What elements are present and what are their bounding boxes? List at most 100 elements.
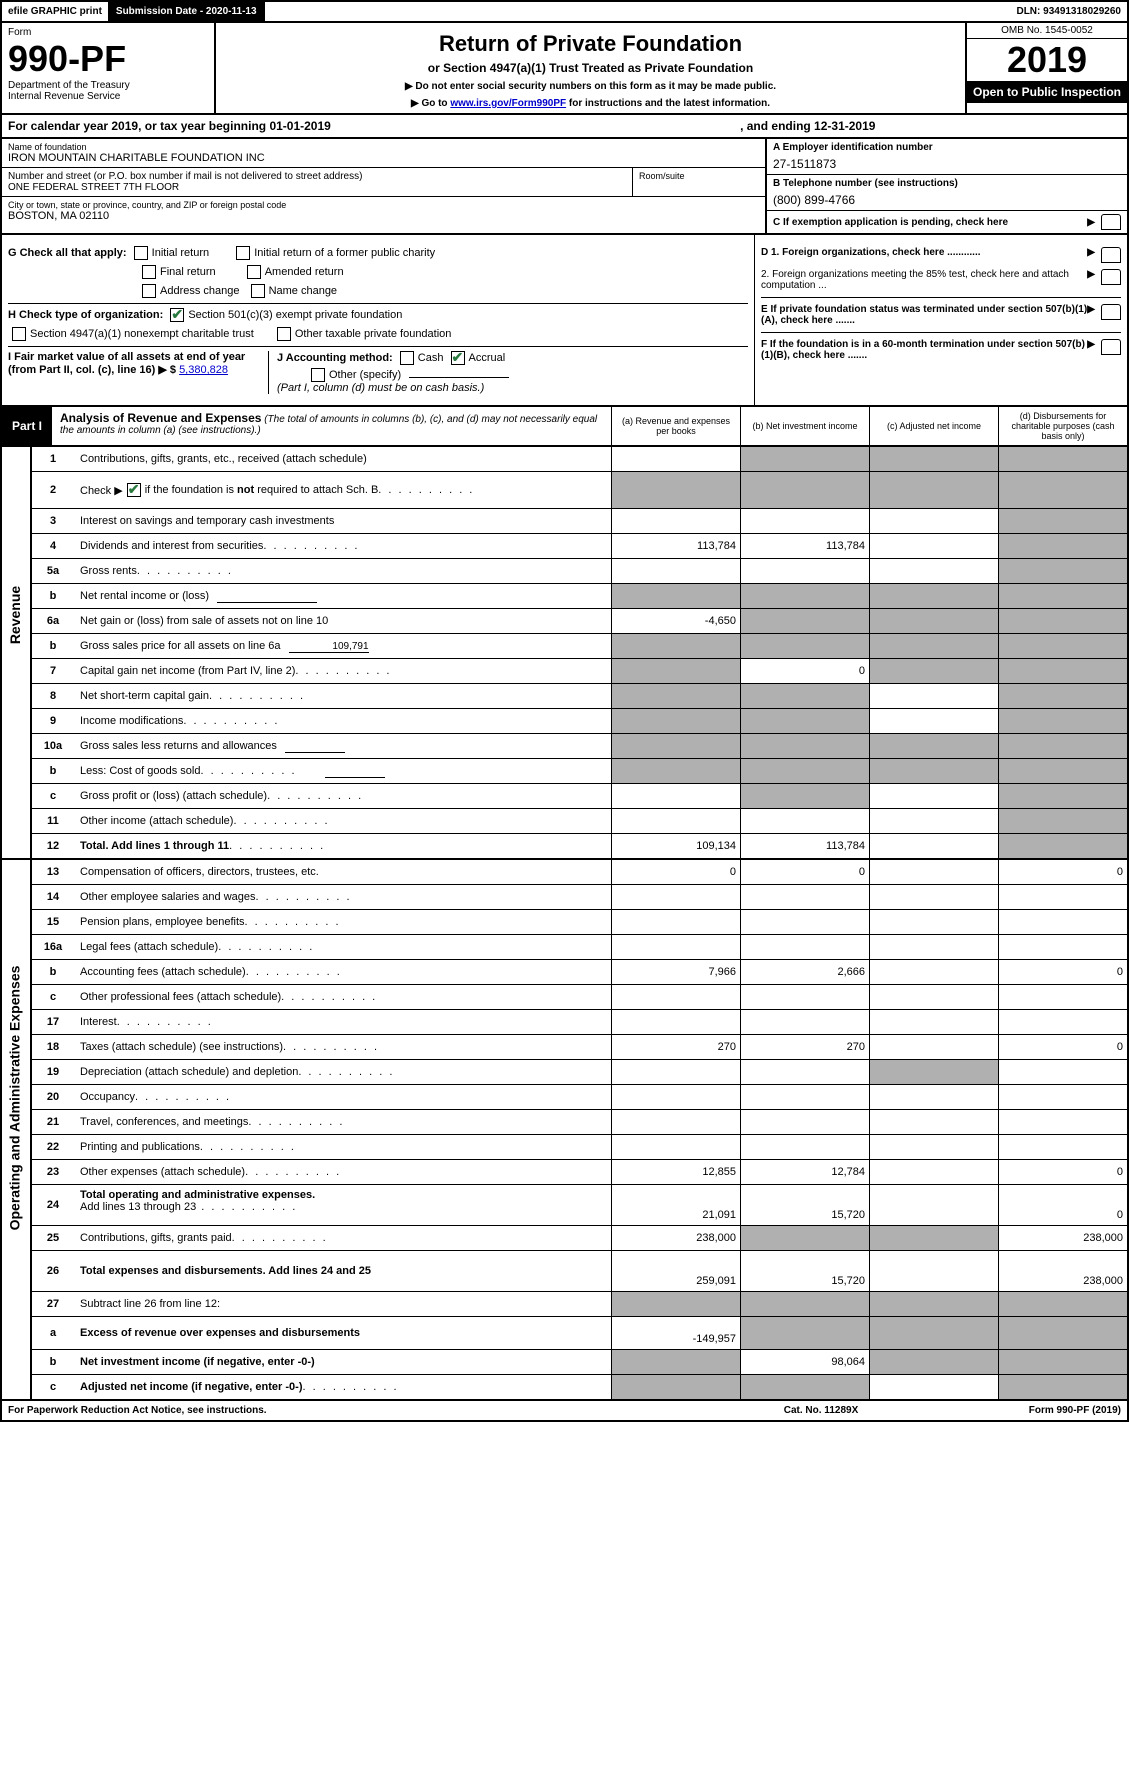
chk-4947[interactable]: [12, 327, 26, 341]
header-left: Form 990-PF Department of the Treasury I…: [2, 23, 216, 113]
row-16a: Legal fees (attach schedule): [74, 935, 611, 959]
d1-checkbox[interactable]: [1101, 247, 1121, 263]
chk-501c3[interactable]: [170, 308, 184, 322]
row-7: Capital gain net income (from Part IV, l…: [74, 659, 611, 683]
city-value: BOSTON, MA 02110: [8, 210, 759, 222]
row-6b: Gross sales price for all assets on line…: [74, 634, 611, 658]
row-22: Printing and publications: [74, 1135, 611, 1159]
tel-value: (800) 899-4766: [773, 189, 1121, 207]
row-16b: Accounting fees (attach schedule): [74, 960, 611, 984]
name-label: Name of foundation: [8, 142, 759, 152]
row-20: Occupancy: [74, 1085, 611, 1109]
form-number: 990-PF: [8, 38, 208, 80]
chk-address-change[interactable]: [142, 284, 156, 298]
row-27c: Adjusted net income (if negative, enter …: [74, 1375, 611, 1399]
row-10c: Gross profit or (loss) (attach schedule): [74, 784, 611, 808]
addr-value: ONE FEDERAL STREET 7TH FLOOR: [8, 182, 626, 193]
check-left: G Check all that apply: Initial return I…: [2, 235, 754, 405]
city-label: City or town, state or province, country…: [8, 200, 759, 210]
row-17: Interest: [74, 1010, 611, 1034]
form-title: Return of Private Foundation: [222, 31, 959, 57]
footer-center: Cat. No. 11289X: [721, 1405, 921, 1416]
g-label: G Check all that apply:: [8, 247, 127, 259]
header: Form 990-PF Department of the Treasury I…: [0, 23, 1129, 115]
revenue-side-label: Revenue: [2, 447, 32, 858]
entity-left: Name of foundation IRON MOUNTAIN CHARITA…: [2, 139, 765, 233]
tel-label: B Telephone number (see instructions): [773, 178, 1121, 189]
dept-2: Internal Revenue Service: [8, 91, 208, 102]
chk-name-change[interactable]: [251, 284, 265, 298]
header-right: OMB No. 1545-0052 2019 Open to Public In…: [965, 23, 1127, 113]
footer: For Paperwork Reduction Act Notice, see …: [0, 1401, 1129, 1422]
irs-link[interactable]: www.irs.gov/Form990PF: [450, 98, 566, 109]
chk-initial-return[interactable]: [134, 246, 148, 260]
chk-amended[interactable]: [247, 265, 261, 279]
row-12: Total. Add lines 1 through 11: [74, 834, 611, 858]
entity-info: Name of foundation IRON MOUNTAIN CHARITA…: [0, 139, 1129, 235]
row-4: Dividends and interest from securities: [74, 534, 611, 558]
check-right: D 1. Foreign organizations, check here .…: [754, 235, 1127, 405]
f-checkbox[interactable]: [1101, 339, 1121, 355]
e-label: E If private foundation status was termi…: [761, 304, 1087, 326]
room-label: Room/suite: [632, 168, 765, 196]
topbar: efile GRAPHIC print Submission Date - 20…: [0, 0, 1129, 23]
row-1: Contributions, gifts, grants, etc., rece…: [74, 447, 611, 471]
check-section: G Check all that apply: Initial return I…: [0, 235, 1129, 407]
col-a-head: (a) Revenue and expenses per books: [611, 407, 740, 445]
j-label: J Accounting method:: [277, 352, 393, 364]
h-label: H Check type of organization:: [8, 309, 163, 321]
f-label: F If the foundation is in a 60-month ter…: [761, 339, 1085, 361]
row-11: Other income (attach schedule): [74, 809, 611, 833]
chk-other-method[interactable]: [311, 368, 325, 382]
row-10b: Less: Cost of goods sold: [74, 759, 611, 783]
tax-year: 2019: [967, 39, 1127, 81]
chk-other-taxable[interactable]: [277, 327, 291, 341]
part1-header: Part I Analysis of Revenue and Expenses …: [0, 407, 1129, 447]
cal-year-end: , and ending 12-31-2019: [740, 119, 875, 133]
chk-final-return[interactable]: [142, 265, 156, 279]
dln: DLN: 93491318029260: [1010, 2, 1127, 21]
row-5b: Net rental income or (loss): [74, 584, 611, 608]
row-18: Taxes (attach schedule) (see instruction…: [74, 1035, 611, 1059]
j-note: (Part I, column (d) must be on cash basi…: [277, 382, 484, 394]
addr-label: Number and street (or P.O. box number if…: [8, 171, 626, 182]
footer-right: Form 990-PF (2019): [921, 1405, 1121, 1416]
col-b-head: (b) Net investment income: [740, 407, 869, 445]
chk-sch-b[interactable]: [127, 483, 141, 497]
form-label: Form: [8, 27, 208, 38]
form-subtitle: or Section 4947(a)(1) Trust Treated as P…: [222, 61, 959, 75]
row-9: Income modifications: [74, 709, 611, 733]
row-5a: Gross rents: [74, 559, 611, 583]
cal-year-begin: For calendar year 2019, or tax year begi…: [8, 119, 331, 133]
submission-date: Submission Date - 2020-11-13: [110, 2, 265, 21]
d2-label: 2. Foreign organizations meeting the 85%…: [761, 269, 1087, 291]
chk-accrual[interactable]: [451, 351, 465, 365]
entity-right: A Employer identification number 27-1511…: [765, 139, 1127, 233]
d1-label: D 1. Foreign organizations, check here .…: [761, 247, 981, 258]
ein-value: 27-1511873: [773, 153, 1121, 171]
chk-initial-former[interactable]: [236, 246, 250, 260]
e-checkbox[interactable]: [1101, 304, 1121, 320]
row-2: Check ▶ if the foundation is not require…: [74, 472, 611, 508]
d2-checkbox[interactable]: [1101, 269, 1121, 285]
row-3: Interest on savings and temporary cash i…: [74, 509, 611, 533]
ein-label: A Employer identification number: [773, 142, 1121, 153]
c-label: C If exemption application is pending, c…: [773, 217, 1087, 228]
c-checkbox[interactable]: [1101, 214, 1121, 230]
row-27b: Net investment income (if negative, ente…: [74, 1350, 611, 1374]
row-16c: Other professional fees (attach schedule…: [74, 985, 611, 1009]
fmv-link[interactable]: 5,380,828: [179, 364, 228, 376]
row-13: Compensation of officers, directors, tru…: [74, 860, 611, 884]
chk-cash[interactable]: [400, 351, 414, 365]
row-25: Contributions, gifts, grants paid: [74, 1226, 611, 1250]
row-26: Total expenses and disbursements. Add li…: [74, 1251, 611, 1291]
header-center: Return of Private Foundation or Section …: [216, 23, 965, 113]
arrow-icon: ▶: [1087, 217, 1095, 228]
note-1: ▶ Do not enter social security numbers o…: [222, 81, 959, 92]
row-14: Other employee salaries and wages: [74, 885, 611, 909]
col-d-head: (d) Disbursements for charitable purpose…: [998, 407, 1127, 445]
footer-left: For Paperwork Reduction Act Notice, see …: [8, 1405, 721, 1416]
row-27a: Excess of revenue over expenses and disb…: [74, 1317, 611, 1349]
row-8: Net short-term capital gain: [74, 684, 611, 708]
row-10a: Gross sales less returns and allowances: [74, 734, 611, 758]
